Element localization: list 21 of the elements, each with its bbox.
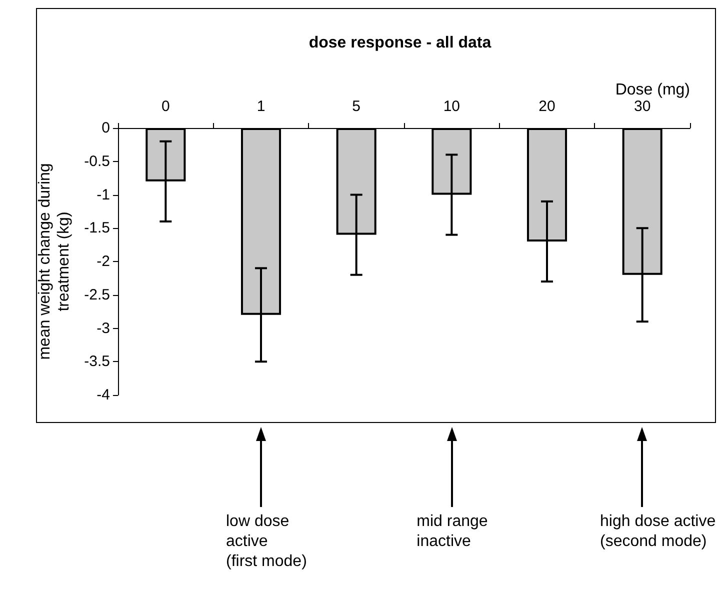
y-tick-label: -1.5 bbox=[84, 220, 110, 237]
x-tick-label: 1 bbox=[256, 98, 266, 115]
x-tick-label: 10 bbox=[443, 98, 460, 115]
chart-title: dose response - all data bbox=[308, 34, 492, 52]
y-tick-label: -3 bbox=[96, 320, 110, 337]
x-axis-title: Dose (mg) bbox=[615, 82, 690, 98]
y-tick-label: -4 bbox=[96, 386, 110, 404]
y-tick-label: -0.5 bbox=[84, 152, 110, 170]
text: mid range inactive bbox=[416, 512, 488, 552]
x-tick-label: 5 bbox=[352, 98, 361, 115]
text: low dose active (first mode) bbox=[226, 512, 307, 572]
y-tick-label: 0 bbox=[102, 120, 110, 136]
text: high dose active (second mode) bbox=[600, 512, 716, 552]
x-tick-label: 20 bbox=[538, 98, 556, 115]
y-axis-title: mean weight change during treatment (kg) bbox=[36, 163, 72, 360]
y-tick-label: -1 bbox=[96, 186, 110, 204]
x-tick-label: 0 bbox=[161, 98, 170, 115]
y-tick-label: -2.5 bbox=[84, 286, 110, 304]
y-tick-label: -2 bbox=[96, 253, 110, 270]
y-tick-label: -3.5 bbox=[84, 353, 110, 370]
x-tick-label: 30 bbox=[634, 98, 651, 115]
